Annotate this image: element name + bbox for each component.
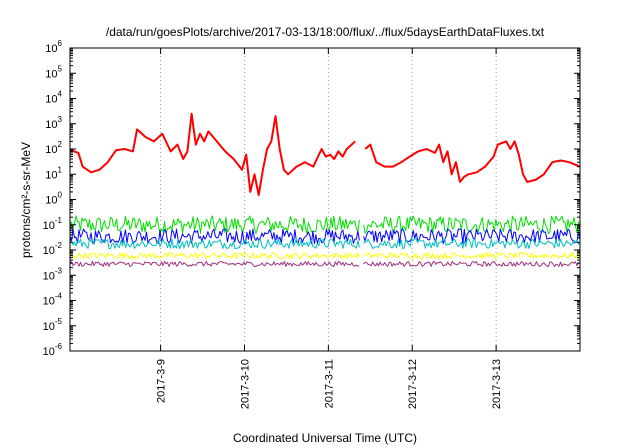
plot-frame	[69, 47, 581, 352]
grid	[160, 48, 497, 351]
y-tick-label: 101	[45, 165, 62, 181]
y-axis: 10-6 10-5 10-4 10-3 10-2 10-1 100 101 102 103 104 1…	[43, 39, 580, 358]
x-axis-label: Coordinated Universal Time (UTC)	[233, 431, 417, 445]
y-tick-label: 103	[45, 115, 62, 131]
y-axis-label: protons/cm²-s-sr-MeV	[19, 142, 33, 258]
series-line-3	[69, 238, 581, 250]
series-line-2	[69, 228, 581, 245]
x-axis: 2017-3-9 2017-3-10 2017-3-11 2017-3-12 2017-…	[156, 48, 503, 409]
y-tick-label: 10-3	[43, 266, 63, 282]
y-tick-label: 105	[45, 64, 62, 80]
y-tick-label: 10-6	[43, 342, 63, 358]
series-line-1	[69, 215, 581, 234]
series-line-0	[69, 112, 581, 197]
y-tick-label: 102	[45, 140, 62, 156]
series-line-5	[69, 260, 581, 267]
x-tick-label: 2017-3-10	[239, 359, 251, 409]
series-line-4	[69, 252, 581, 260]
y-tick-label: 106	[45, 39, 62, 55]
y-tick-label: 10-4	[43, 292, 63, 308]
x-tick-label: 2017-3-12	[407, 359, 419, 409]
x-tick-label: 2017-3-11	[323, 359, 335, 408]
y-tick-label: 100	[45, 191, 62, 207]
y-tick-label: 104	[45, 90, 62, 106]
y-tick-label: 10-1	[43, 216, 63, 232]
chart-title: /data/run/goesPlots/archive/2017-03-13/1…	[106, 25, 545, 39]
x-tick-label: 2017-3-9	[156, 359, 168, 403]
y-tick-label: 10-5	[43, 317, 63, 333]
y-tick-label: 10-2	[43, 241, 63, 257]
series-group	[69, 112, 581, 267]
x-tick-label: 2017-3-13	[491, 359, 503, 409]
